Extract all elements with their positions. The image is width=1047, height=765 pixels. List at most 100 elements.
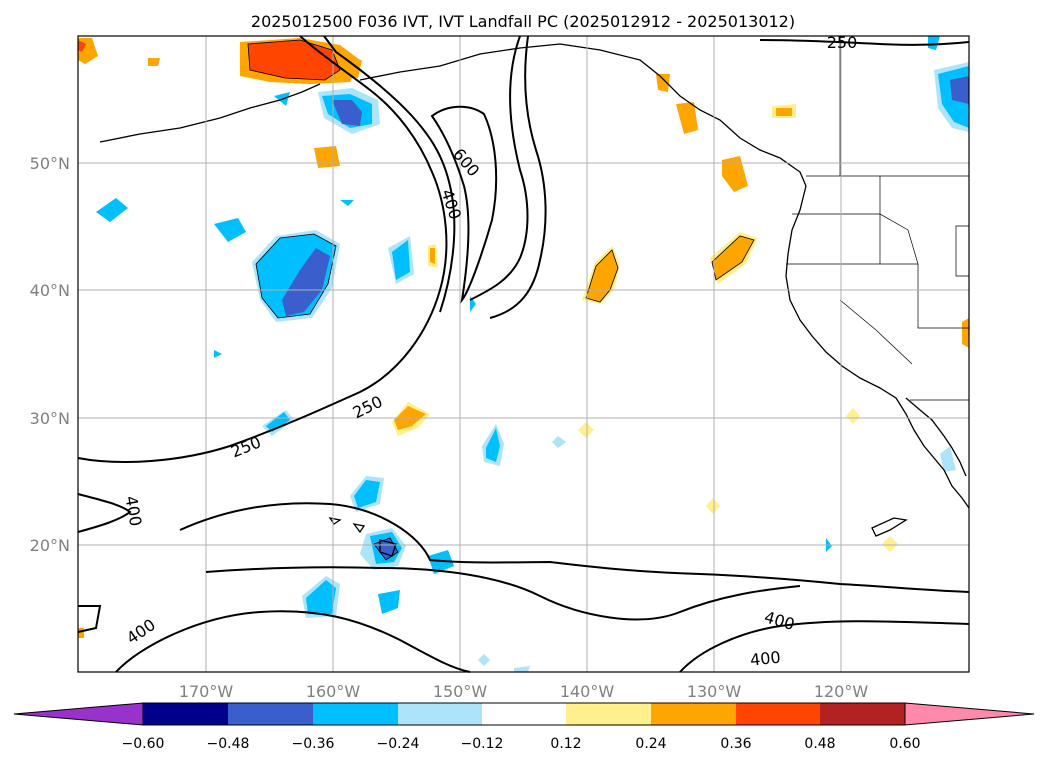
island-guadalupe bbox=[871, 517, 908, 537]
shade-pos-coast bbox=[676, 102, 698, 134]
coast-us-west bbox=[785, 185, 970, 509]
shade-pos-51n bbox=[314, 146, 340, 168]
shade-neg-42n-core bbox=[282, 248, 330, 316]
colorbar-tick-10: 0.60 bbox=[889, 736, 920, 752]
colorbar-bin-2 bbox=[228, 703, 313, 725]
colorbar-bin-6 bbox=[566, 703, 651, 725]
colorbar-bin-4 bbox=[398, 703, 482, 725]
colorbar-tick-5: −0.12 bbox=[461, 736, 504, 752]
contour-400-sw bbox=[77, 605, 102, 633]
contour-250-ne bbox=[759, 39, 970, 46]
shade-pos-41n-b bbox=[430, 248, 435, 264]
colorbar-tick-4: −0.24 bbox=[377, 736, 420, 752]
colorbar-tick-2: −0.48 bbox=[207, 736, 250, 752]
coast-baja bbox=[905, 397, 967, 477]
map-frame bbox=[77, 35, 970, 673]
colorbar-tick-6: 0.12 bbox=[550, 736, 581, 752]
contour-400-south-b bbox=[679, 620, 970, 673]
colorbar-bin-3 bbox=[313, 703, 398, 725]
shade-neg-dot-f bbox=[340, 200, 354, 206]
colorbar-bin-9 bbox=[820, 703, 905, 725]
outline-hi bbox=[373, 537, 399, 561]
ivt-contours bbox=[77, 35, 970, 673]
contour-400-inner bbox=[323, 35, 456, 313]
colorbar-bin-8 bbox=[736, 703, 820, 725]
shade-neg-29n-b bbox=[266, 412, 290, 432]
shade-neg-dot-g bbox=[928, 36, 940, 50]
shade-neg-alaska-core bbox=[332, 100, 362, 126]
lon-tick-130w: 130°W bbox=[687, 682, 742, 701]
shade-neg-canada-east-core bbox=[950, 76, 969, 104]
island-hawaii-a bbox=[328, 517, 342, 525]
contour-250-outer bbox=[77, 35, 448, 463]
lon-tick-150w: 150°W bbox=[433, 682, 488, 701]
shade-pos-dot-a bbox=[578, 422, 594, 438]
contour-600 bbox=[430, 105, 498, 304]
shade-pos-small-a bbox=[148, 58, 160, 66]
gridlines bbox=[78, 36, 969, 672]
lat-tick-20n: 20°N bbox=[30, 536, 70, 555]
colorbar-frame bbox=[142, 702, 906, 726]
contour-250-jet bbox=[489, 35, 547, 319]
colorbar-over-arrow bbox=[904, 702, 1035, 726]
lon-tick-120w: 120°W bbox=[814, 682, 869, 701]
lon-tick-140w: 140°W bbox=[560, 682, 615, 701]
shade-neg-dot-h bbox=[514, 666, 530, 672]
contour-400-west bbox=[77, 493, 132, 533]
outline-130w bbox=[711, 235, 755, 281]
shade-neg-46n bbox=[96, 198, 128, 222]
shade-neg-19n bbox=[428, 550, 454, 574]
contour-400-jet bbox=[469, 35, 529, 301]
border-id bbox=[879, 176, 919, 265]
island-hawaii-b bbox=[352, 523, 366, 534]
shade-neg-dot-c bbox=[478, 654, 490, 666]
lon-tick-160w: 160°W bbox=[306, 682, 361, 701]
island-hawaii-c bbox=[379, 539, 397, 557]
coast-alaska-peninsula bbox=[99, 83, 321, 143]
shade-neg-16n-b bbox=[378, 590, 400, 614]
figure-title: 2025012500 F036 IVT, IVT Landfall PC (20… bbox=[251, 12, 795, 31]
shade-pos-canada bbox=[722, 156, 748, 192]
contour-label-400-e: 400 bbox=[749, 647, 781, 669]
shade-neg-27n-b bbox=[486, 428, 500, 462]
colorbar-tick-9: 0.48 bbox=[804, 736, 835, 752]
shade-neg-41n-b bbox=[392, 240, 410, 280]
shade-neg-45n bbox=[214, 218, 246, 242]
state-borders bbox=[786, 36, 970, 401]
border-ca-nv bbox=[917, 264, 969, 329]
shade-pos-dot-c bbox=[846, 408, 860, 424]
colorbar-bin-1 bbox=[143, 703, 228, 725]
coastlines bbox=[99, 43, 970, 557]
shade-pos-coast-b bbox=[656, 74, 670, 92]
colorbar-tick-1: −0.60 bbox=[122, 736, 165, 752]
lat-tick-50n: 50°N bbox=[30, 154, 70, 173]
lon-tick-170w: 170°W bbox=[179, 682, 234, 701]
colorbar-bin-5 bbox=[482, 703, 566, 725]
shade-neg-dot-a bbox=[214, 350, 222, 358]
lat-axis-labels: 50°N 40°N 30°N 20°N bbox=[30, 154, 70, 555]
shade-pos-130w-core bbox=[712, 236, 754, 280]
colorbar-bin-7 bbox=[651, 703, 736, 725]
shade-pos-small-c bbox=[78, 628, 84, 638]
contour-400-south bbox=[115, 610, 471, 673]
contour-250-south bbox=[179, 502, 970, 593]
shade-neg-dot-e bbox=[940, 446, 956, 472]
colorbar-ticks: −0.60 −0.48 −0.36 −0.24 −0.12 0.12 0.24 … bbox=[122, 736, 921, 752]
shade-pos-dot-d bbox=[882, 536, 898, 552]
colorbar-under-arrow bbox=[13, 702, 144, 726]
shade-pos-bc-core bbox=[776, 108, 792, 116]
colorbar-tick-8: 0.36 bbox=[720, 736, 751, 752]
colorbar-tick-3: −0.36 bbox=[292, 736, 335, 752]
map-background bbox=[78, 36, 969, 672]
contour-250-south-b bbox=[205, 566, 801, 621]
coast-alaska-south bbox=[359, 43, 807, 187]
lat-tick-40n: 40°N bbox=[30, 281, 70, 300]
shade-neg-24n-b bbox=[354, 480, 380, 508]
colorbar: −0.60 −0.48 −0.36 −0.24 −0.12 0.12 0.24 … bbox=[13, 702, 1035, 752]
colorbar-tick-7: 0.24 bbox=[635, 736, 666, 752]
map-panel: 250 250 400 400 600 400 400 400 250 bbox=[77, 33, 970, 673]
lat-tick-30n: 30°N bbox=[30, 409, 70, 428]
shade-neg-16n-a-b bbox=[306, 580, 336, 614]
shade-pos-edge bbox=[962, 318, 969, 348]
